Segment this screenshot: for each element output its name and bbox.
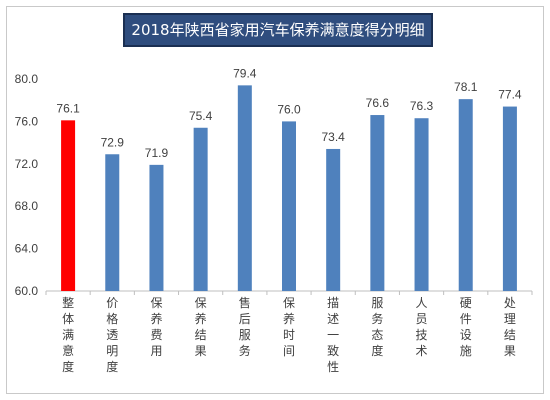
- data-label: 72.9: [101, 135, 125, 149]
- category-label: 处理结果: [504, 296, 516, 358]
- category-label: 价格透明度: [106, 296, 118, 374]
- y-tick-label: 80.0: [15, 72, 39, 86]
- bar: [458, 99, 473, 291]
- category-label: 整体满意度: [62, 295, 74, 374]
- data-label: 76.1: [56, 101, 80, 115]
- category-label: 售后服务: [239, 295, 251, 358]
- category-label: 描述一致性: [327, 296, 339, 374]
- bar: [414, 118, 429, 291]
- chart-frame: 2018年陕西省家用汽车保养满意度得分明细图: [6, 6, 544, 394]
- y-tick-label: 72.0: [15, 157, 39, 171]
- data-label: 71.9: [145, 146, 169, 160]
- data-label: 79.4: [233, 66, 257, 80]
- data-label: 76.0: [277, 102, 301, 116]
- bar: [105, 154, 120, 291]
- data-label: 78.1: [454, 80, 478, 94]
- y-tick-label: 60.0: [15, 284, 39, 298]
- bar: [149, 164, 164, 291]
- data-label: 76.3: [410, 99, 434, 113]
- data-label: 73.4: [322, 130, 346, 144]
- bar: [193, 127, 208, 291]
- bar: [237, 85, 252, 291]
- y-tick-label: 68.0: [15, 199, 39, 213]
- data-label: 75.4: [189, 109, 213, 123]
- category-label: 硬件设施: [460, 296, 472, 358]
- category-label: 服务态度: [371, 296, 383, 358]
- bar: [370, 115, 385, 291]
- bar: [61, 120, 76, 291]
- category-label: 保养费用: [150, 296, 162, 358]
- category-label: 保养时间: [283, 296, 295, 358]
- y-tick-label: 76.0: [15, 114, 39, 128]
- data-label: 76.6: [366, 96, 390, 110]
- category-label: 人员技术: [416, 296, 428, 358]
- bar: [282, 121, 296, 292]
- data-label: 77.4: [498, 88, 522, 102]
- y-tick-label: 64.0: [15, 242, 39, 256]
- chart-title: 2018年陕西省家用汽车保养满意度得分明细图: [123, 13, 433, 69]
- bar: [502, 106, 517, 291]
- category-label: 保养结果: [195, 296, 207, 358]
- bar: [326, 148, 341, 291]
